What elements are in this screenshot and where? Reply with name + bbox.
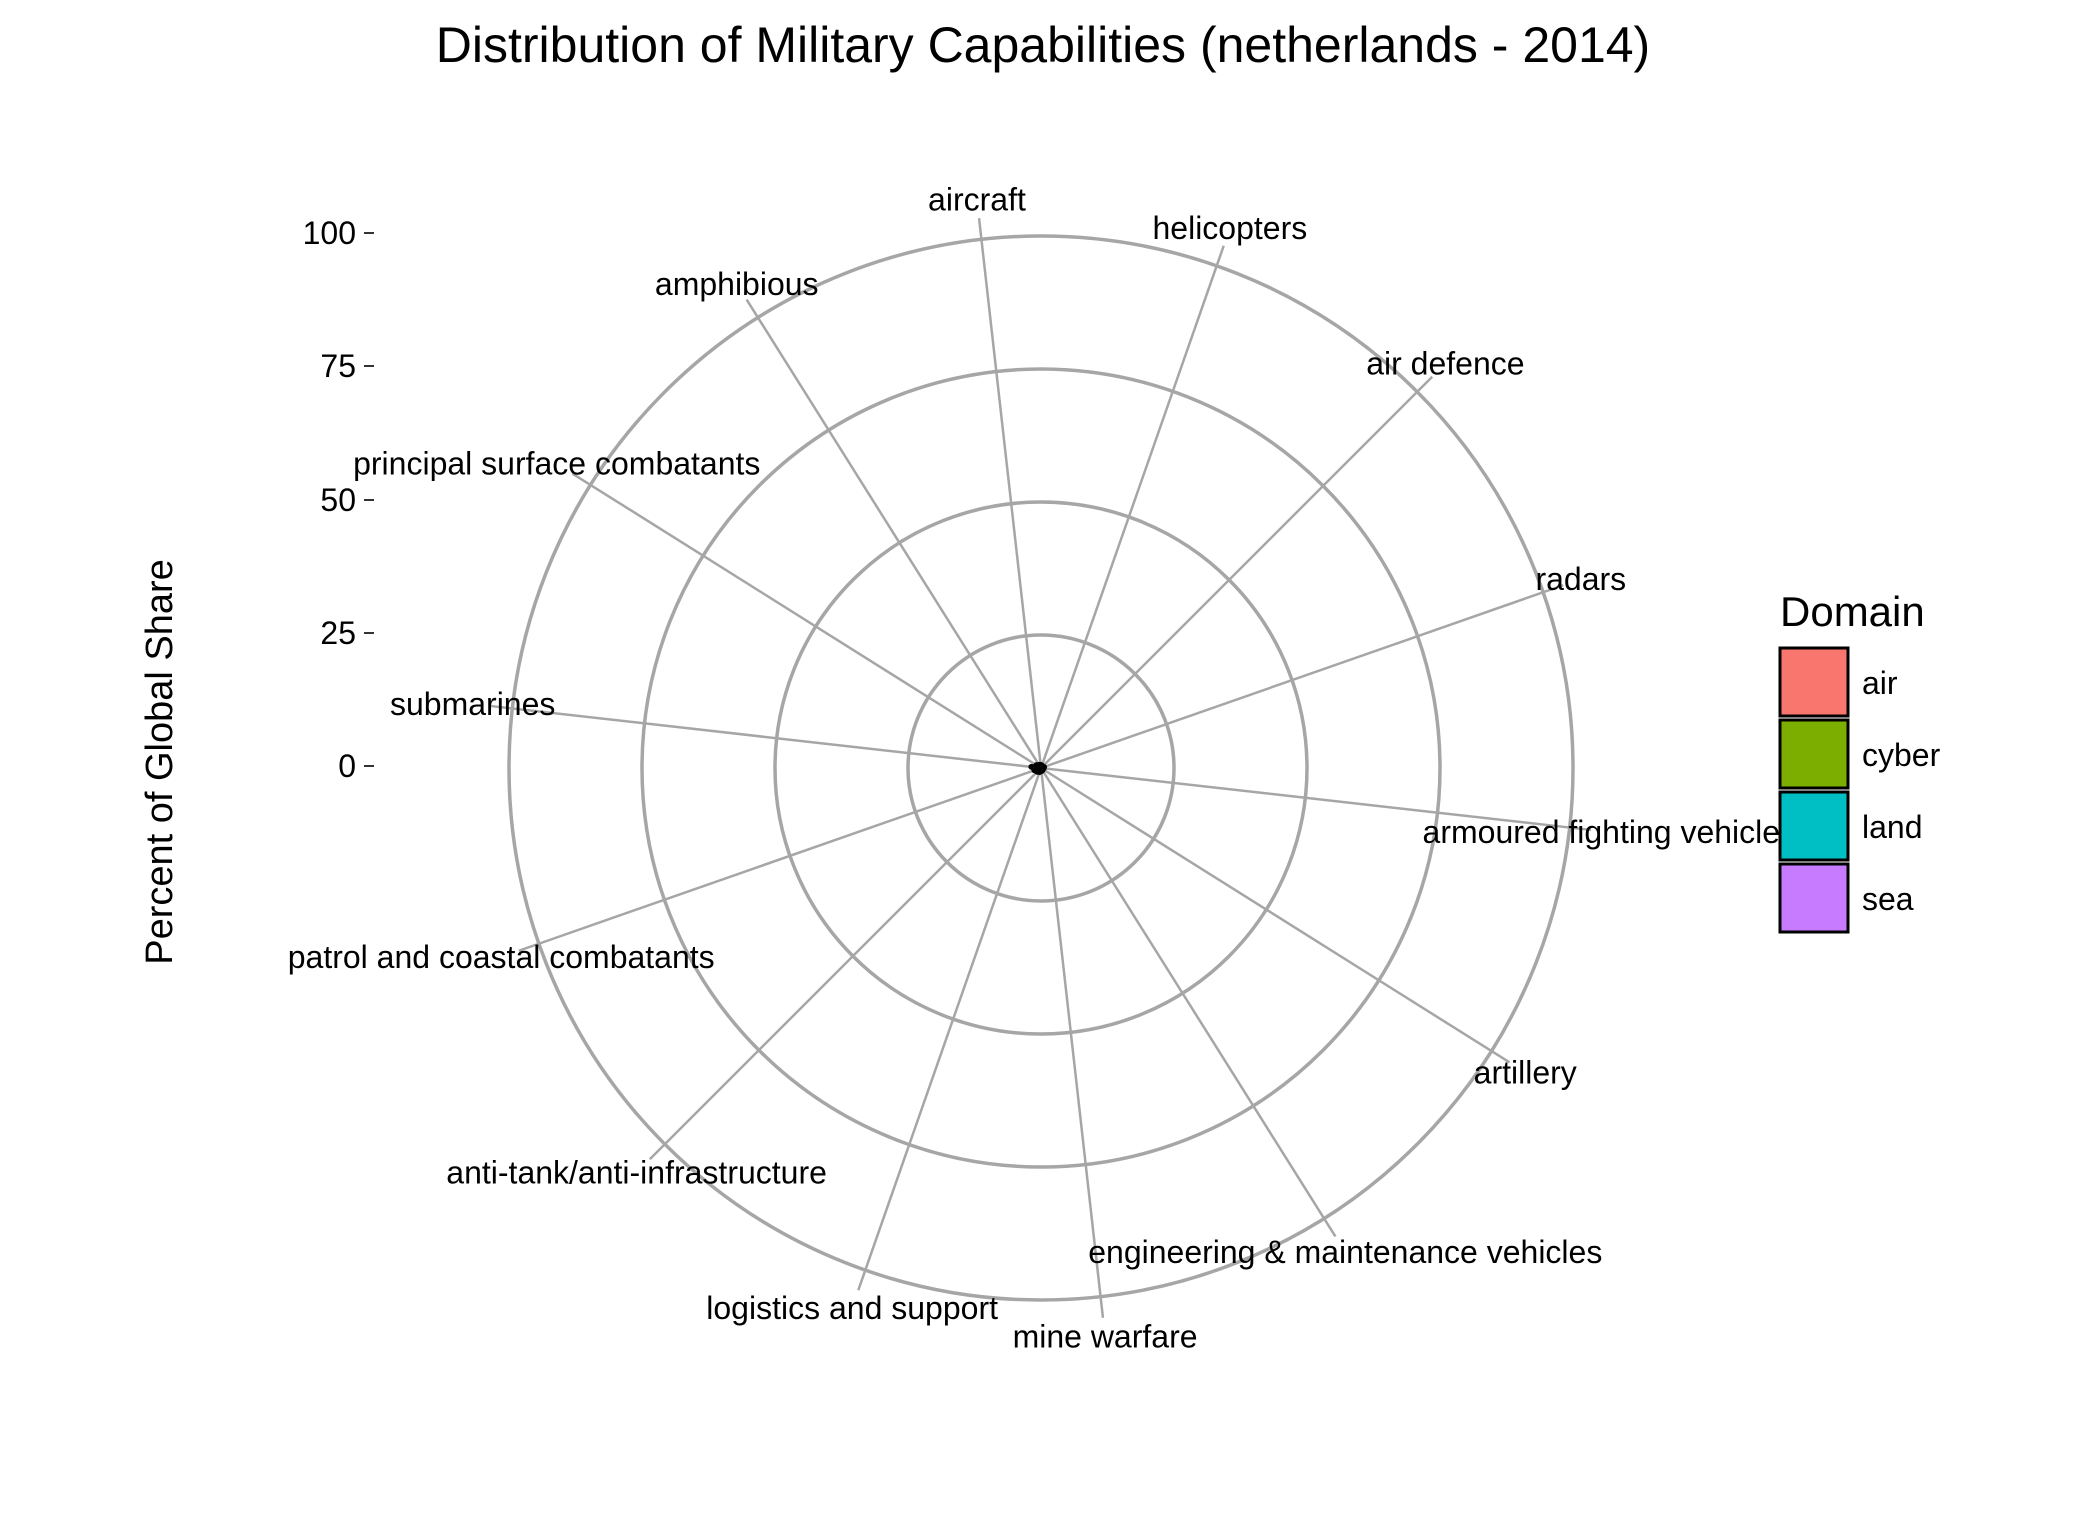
grid-ring-50 (773, 500, 1309, 1036)
grid-spoke (491, 704, 1042, 770)
legend-title: Domain (1780, 588, 1925, 635)
grid-spoke (977, 218, 1043, 769)
category-label: armoured fighting vehicles (1423, 814, 1797, 850)
grid-spoke (648, 767, 1042, 1161)
grid-spoke (1040, 584, 1564, 770)
y-tick-label: 100 (303, 215, 356, 251)
category-label: mine warfare (1013, 1318, 1198, 1354)
grid-spoke (1040, 766, 1511, 1064)
y-tick-label: 75 (320, 348, 356, 384)
legend-key-land (1778, 790, 1850, 862)
category-label: engineering & maintenance vehicles (1088, 1234, 1602, 1270)
category-label: helicopters (1152, 210, 1307, 246)
grid-ring-75 (640, 367, 1442, 1169)
grid-ring-25 (906, 633, 1176, 903)
category-label: artillery (1474, 1054, 1577, 1090)
legend: Domain air cyber land sea (1778, 588, 1941, 934)
legend-key-sea (1778, 862, 1850, 934)
grid-spoke (518, 766, 1042, 952)
category-label: radars (1535, 561, 1626, 597)
grid-spoke (571, 472, 1042, 770)
category-label: amphibious (655, 266, 819, 302)
y-tick-label: 50 (320, 482, 356, 518)
grid-spoke (745, 298, 1043, 769)
category-label: submarines (390, 686, 555, 722)
grid-spoke (1039, 767, 1337, 1238)
y-axis: 100 75 50 25 0 (303, 215, 374, 784)
grid-spoke (1039, 245, 1225, 769)
data-point (1028, 763, 1035, 770)
category-labels: aircraft helicopters air defence radars armo… (288, 182, 1796, 1355)
y-tick-label: 0 (338, 748, 356, 784)
data-point (1036, 761, 1043, 768)
category-label: logistics and support (706, 1290, 998, 1326)
category-label: aircraft (928, 182, 1026, 218)
legend-label: cyber (1862, 737, 1941, 773)
polar-grid (491, 218, 1591, 1318)
category-label: air defence (1366, 346, 1524, 382)
grid-spoke (1040, 766, 1591, 832)
grid-ring-100 (507, 234, 1575, 1302)
grid-spoke (1039, 767, 1105, 1318)
legend-key-air (1778, 646, 1850, 718)
data-series (1028, 761, 1048, 776)
legend-label: air (1862, 665, 1898, 701)
y-axis-label: Percent of Global Share (139, 559, 181, 965)
chart-title: Distribution of Military Capabilities (n… (436, 17, 1650, 73)
legend-key-cyber (1778, 718, 1850, 790)
grid-spoke (1040, 375, 1434, 769)
y-tick-label: 25 (320, 615, 356, 651)
legend-label: land (1862, 809, 1923, 845)
grid-spoke (857, 767, 1043, 1291)
category-label: patrol and coastal combatants (288, 939, 715, 975)
legend-label: sea (1862, 881, 1914, 917)
category-label: principal surface combatants (353, 446, 760, 482)
category-label: anti-tank/anti-infrastructure (446, 1154, 827, 1190)
